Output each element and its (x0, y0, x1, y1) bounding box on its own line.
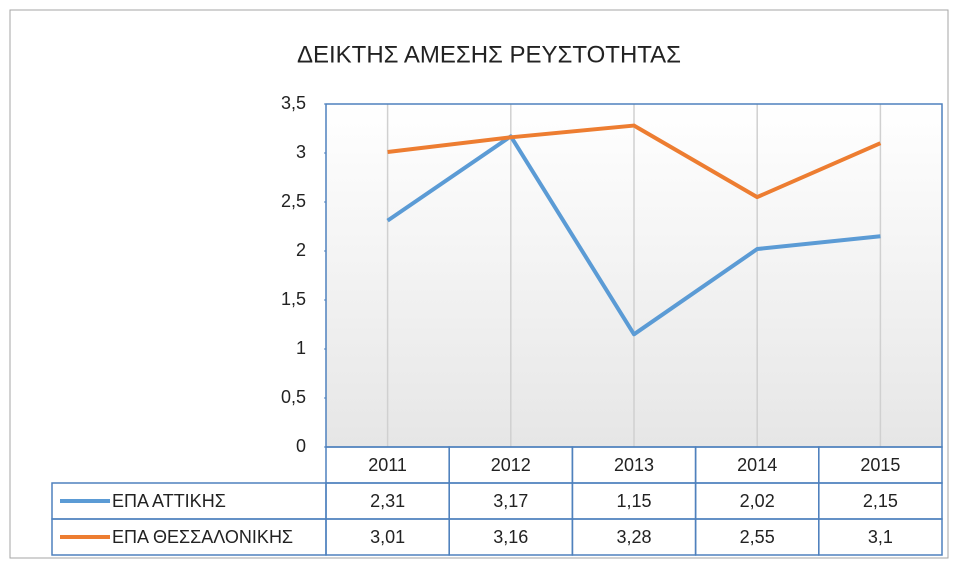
table-value: 3,28 (616, 527, 651, 547)
chart-title: ΔΕΙΚΤΗΣ ΑΜΕΣΗΣ ΡΕΥΣΤΟΤΗΤΑΣ (297, 41, 681, 68)
legend-label: ΕΠΑ ΑΤΤΙΚΗΣ (112, 491, 226, 511)
table-cell (818, 518, 943, 556)
series-line (387, 123, 882, 200)
series-line (386, 134, 881, 337)
y-tick-label: 3 (296, 142, 306, 162)
x-tick-label: 2011 (368, 455, 407, 475)
x-tick-label: 2012 (491, 455, 531, 475)
table-value: 1,15 (616, 491, 651, 511)
table-value: 3,01 (370, 527, 405, 547)
table-value: 3,17 (493, 491, 528, 511)
table-value: 3,1 (868, 527, 893, 547)
y-tick-label: 1 (296, 338, 306, 358)
y-tick-label: 0 (296, 436, 306, 456)
table-value: 2,02 (740, 491, 775, 511)
y-tick-label: 2,5 (281, 191, 306, 211)
table-value: 2,31 (370, 491, 405, 511)
table-value: 2,15 (863, 491, 898, 511)
table-value: 2,55 (740, 527, 775, 547)
x-tick-label: 2015 (860, 455, 900, 475)
table-value: 3,16 (493, 527, 528, 547)
legend-label: ΕΠΑ ΘΕΣΣΑΛΟΝΙΚΗΣ (112, 527, 293, 547)
x-tick-label: 2013 (614, 455, 654, 475)
y-tick-label: 3,5 (281, 93, 306, 113)
y-tick-label: 2 (296, 240, 306, 260)
x-tick-label: 2014 (737, 455, 777, 475)
y-tick-label: 0,5 (281, 387, 306, 407)
y-tick-label: 1,5 (281, 289, 306, 309)
